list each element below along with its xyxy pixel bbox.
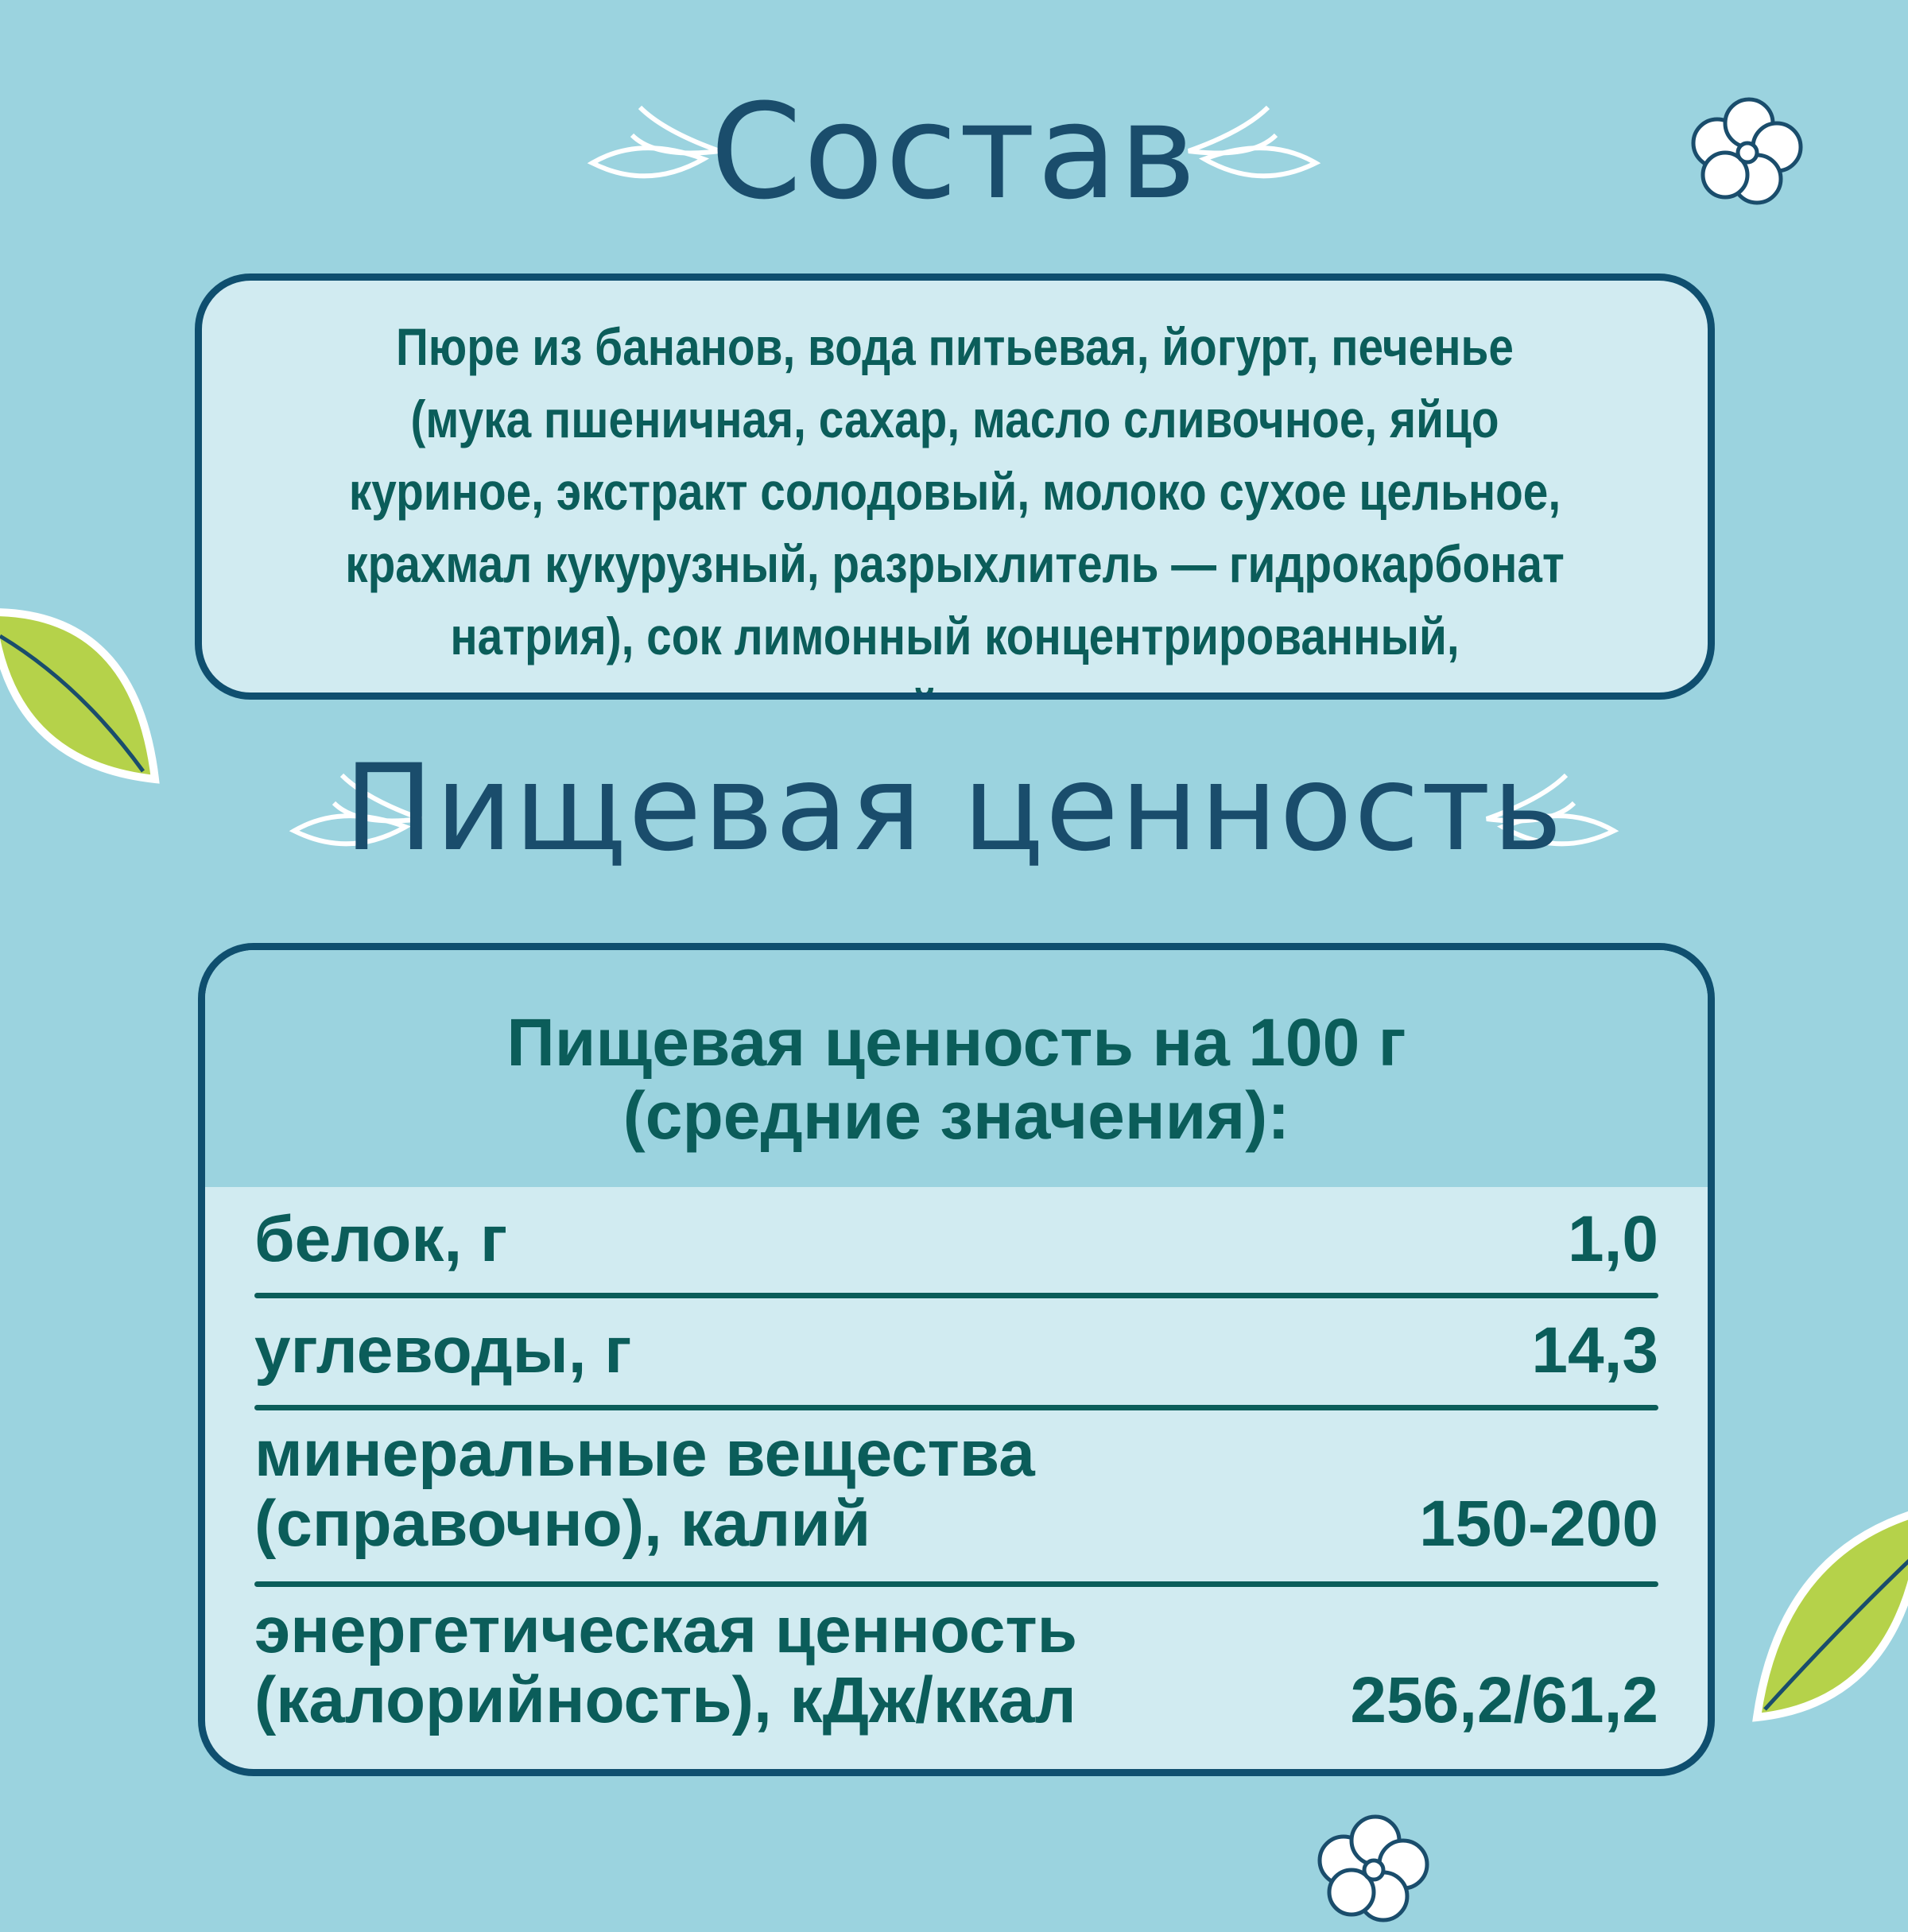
table-row: углеводы, г 14,3 [254, 1316, 1658, 1386]
table-row: белок, г 1,0 [254, 1205, 1658, 1274]
ingredients-text: Пюре из бананов, вода питьевая, йогурт, … [345, 317, 1565, 692]
leaf-ornament-icon [1187, 105, 1321, 179]
row-divider [254, 1293, 1658, 1298]
row-label: углеводы, г [254, 1314, 632, 1387]
row-label: энергетическая ценность (калорийность), к… [254, 1594, 1078, 1736]
row-value: 150-200 [1419, 1488, 1658, 1560]
row-label: белок, г [254, 1203, 508, 1275]
row-value: 256,2/61,2 [1350, 1664, 1658, 1736]
table-header: Пищевая ценность на 100 г (средние значе… [205, 950, 1708, 1187]
nutrition-title: Пищевая ценность [343, 739, 1565, 878]
leaf-ornament-icon [289, 773, 423, 847]
composition-title: Состав [710, 76, 1198, 228]
flower-icon [1317, 1814, 1429, 1922]
row-value: 1,0 [1568, 1203, 1658, 1275]
row-divider [254, 1405, 1658, 1410]
table-header-line1: Пищевая ценность на 100 г [506, 1005, 1406, 1080]
table-header-line2: (средние значения): [622, 1078, 1290, 1153]
green-leaf-icon [1752, 1511, 1908, 1722]
leaf-ornament-icon [587, 105, 721, 179]
composition-panel: Пюре из бананов, вода питьевая, йогурт, … [195, 274, 1715, 700]
table-row: энергетическая ценность (калорийность), к… [254, 1596, 1658, 1736]
table-row: минеральные вещества (справочно), калий 1… [254, 1419, 1658, 1559]
flower-icon [1691, 97, 1803, 205]
green-leaf-icon [0, 608, 160, 784]
nutrition-table: Пищевая ценность на 100 г (средние значе… [198, 943, 1715, 1776]
row-divider [254, 1581, 1658, 1587]
leaf-ornament-icon [1485, 773, 1619, 847]
row-label: минеральные вещества (справочно), калий [254, 1418, 1035, 1560]
row-value: 14,3 [1531, 1314, 1658, 1387]
